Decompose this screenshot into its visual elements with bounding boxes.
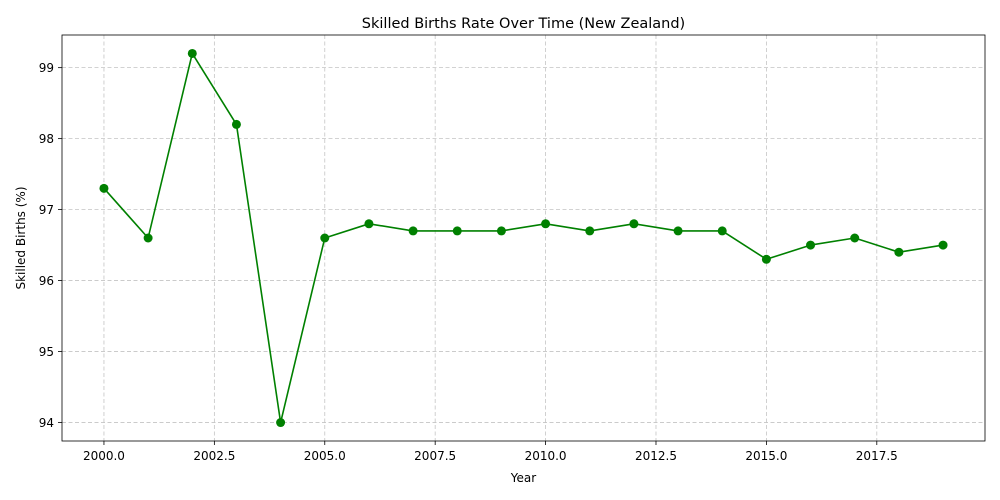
data-point bbox=[408, 226, 418, 236]
data-point bbox=[894, 247, 904, 257]
data-point bbox=[585, 226, 595, 236]
grid-layer bbox=[62, 35, 985, 441]
series-layer bbox=[99, 48, 948, 428]
y-tick-label: 98 bbox=[39, 132, 54, 146]
data-point bbox=[320, 233, 330, 243]
x-tick-label: 2005.0 bbox=[304, 449, 346, 463]
x-tick-label: 2007.5 bbox=[414, 449, 456, 463]
chart-title: Skilled Births Rate Over Time (New Zeala… bbox=[362, 16, 685, 32]
axis-layer: 2000.0 2002.5 2005.0 2007.5 2010.0 2012.5 2015… bbox=[39, 61, 898, 463]
data-point bbox=[231, 119, 241, 129]
y-axis-label: Skilled Births (%) bbox=[14, 186, 28, 289]
y-tick-label: 94 bbox=[39, 416, 54, 430]
x-tick-label: 2000.0 bbox=[83, 449, 125, 463]
x-tick-label: 2015.0 bbox=[745, 449, 787, 463]
x-tick-label: 2012.5 bbox=[635, 449, 677, 463]
data-point bbox=[938, 240, 948, 250]
data-point bbox=[276, 418, 286, 428]
data-point bbox=[761, 254, 771, 264]
data-point bbox=[541, 219, 551, 229]
y-tick-label: 97 bbox=[39, 203, 54, 217]
data-point bbox=[673, 226, 683, 236]
y-tick-label: 95 bbox=[39, 345, 54, 359]
series-line bbox=[103, 52, 944, 424]
data-point bbox=[99, 183, 109, 193]
data-point bbox=[850, 233, 860, 243]
data-point bbox=[187, 48, 197, 58]
x-tick-label: 2002.5 bbox=[193, 449, 235, 463]
data-point bbox=[452, 226, 462, 236]
data-point bbox=[629, 219, 639, 229]
plot-frame bbox=[61, 34, 986, 442]
x-tick-label: 2017.5 bbox=[856, 449, 898, 463]
x-tick-label: 2010.0 bbox=[525, 449, 567, 463]
data-point bbox=[806, 240, 816, 250]
data-point bbox=[496, 226, 506, 236]
data-point bbox=[143, 233, 153, 243]
data-point bbox=[364, 219, 374, 229]
y-tick-label: 96 bbox=[39, 274, 54, 288]
data-point bbox=[717, 226, 727, 236]
x-axis-label: Year bbox=[510, 471, 536, 485]
y-tick-label: 99 bbox=[39, 61, 54, 75]
